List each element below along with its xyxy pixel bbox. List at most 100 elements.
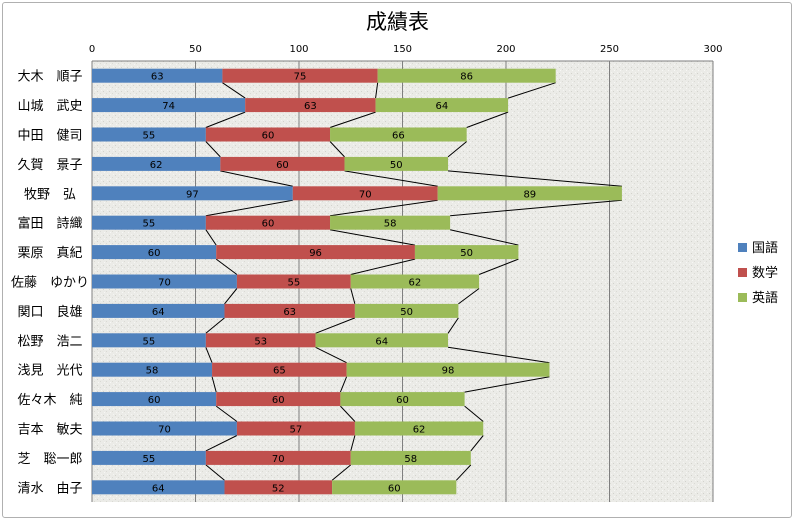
bar-segment <box>92 480 225 495</box>
data-label: 96 <box>309 248 322 259</box>
category-label: 中田 健司 <box>17 129 82 144</box>
series-line <box>205 317 225 334</box>
data-label: 62 <box>413 425 426 436</box>
data-label: 58 <box>384 219 397 230</box>
data-label: 58 <box>404 454 417 465</box>
category-label: 清水 由子 <box>17 481 82 496</box>
data-label: 66 <box>392 131 405 142</box>
bar-segment <box>354 421 484 436</box>
data-label: 64 <box>375 336 388 347</box>
legend-swatch <box>738 268 747 277</box>
data-label: 62 <box>150 160 163 171</box>
series-line <box>447 141 467 158</box>
series-line <box>329 141 345 158</box>
bar-segment <box>346 362 550 377</box>
category-label: 佐藤 ゆかり <box>11 276 89 291</box>
bar-segment <box>92 303 225 318</box>
data-label: 60 <box>148 395 161 406</box>
bar-segment <box>222 68 378 83</box>
bar-segment <box>236 421 355 436</box>
series-line <box>329 229 416 246</box>
series-line <box>350 288 356 305</box>
data-label: 64 <box>152 307 165 318</box>
series-line <box>344 170 438 187</box>
bar-segment <box>92 450 206 465</box>
data-label: 53 <box>254 336 267 347</box>
series-line <box>470 435 484 452</box>
category-label: 吉本 敏夫 <box>17 423 82 438</box>
bar-segment <box>205 127 331 142</box>
data-label: 55 <box>143 131 156 142</box>
bar-segment <box>92 421 237 436</box>
category-label: 関口 良雄 <box>17 304 82 320</box>
series-line <box>478 258 519 275</box>
data-label: 70 <box>272 454 285 465</box>
data-label: 55 <box>287 278 300 289</box>
bar-segment <box>377 68 556 83</box>
category-label: 松野 浩二 <box>17 334 82 349</box>
data-label: 65 <box>273 366 286 377</box>
data-label: 63 <box>304 101 317 112</box>
category-label: 浅見 光代 <box>17 364 82 379</box>
x-tick-label: 150 <box>393 44 412 55</box>
data-label: 89 <box>523 189 536 200</box>
category-label: 芝 聡一郎 <box>17 451 82 467</box>
bar-segment <box>354 303 459 318</box>
category-label: 山城 武史 <box>17 99 82 114</box>
bar-segment <box>224 303 355 318</box>
series-line <box>329 111 376 128</box>
series-line <box>315 317 356 334</box>
series-line <box>447 346 550 364</box>
category-label: 佐々木 純 <box>17 393 82 408</box>
bar-segment <box>212 362 347 377</box>
series-line <box>222 82 246 99</box>
data-label: 64 <box>152 483 165 494</box>
bar-segment <box>236 274 351 289</box>
series-line <box>464 376 550 393</box>
data-label: 70 <box>158 425 171 436</box>
bar-segment <box>350 274 480 289</box>
bar-segment <box>92 274 237 289</box>
series-line <box>215 405 238 422</box>
data-label: 60 <box>148 248 161 259</box>
bar-segment <box>414 245 519 260</box>
data-label: 86 <box>460 72 473 83</box>
data-label: 60 <box>388 483 401 494</box>
data-label: 60 <box>396 395 409 406</box>
bar-segment <box>92 333 206 348</box>
data-label: 98 <box>442 366 455 377</box>
bar-segment <box>92 186 293 201</box>
legend-label: 国語 <box>752 240 778 256</box>
bar-segment <box>216 392 341 407</box>
bar-segment <box>205 333 316 348</box>
bar-segment <box>350 450 471 465</box>
series-line <box>339 376 348 393</box>
data-label: 50 <box>390 160 403 171</box>
bar-segment <box>437 186 622 201</box>
x-tick-label: 100 <box>289 44 308 55</box>
data-label: 50 <box>400 307 413 318</box>
bar-segment <box>330 127 467 142</box>
x-tick-label: 50 <box>189 44 202 55</box>
bar-segment <box>92 68 223 83</box>
category-label: 牧野 弘 <box>24 187 76 202</box>
data-label: 55 <box>143 454 156 465</box>
series-line <box>211 376 217 393</box>
series-line <box>315 346 347 364</box>
category-label: 富田 詩織 <box>17 216 82 232</box>
bar-segment <box>315 333 449 348</box>
x-tick-label: 200 <box>496 44 515 55</box>
x-tick-label: 300 <box>703 44 722 55</box>
legend-swatch <box>738 293 747 302</box>
data-label: 57 <box>290 425 303 436</box>
x-tick-label: 0 <box>89 44 95 55</box>
series-line <box>466 111 509 128</box>
series-line <box>205 199 293 217</box>
series-line <box>455 464 472 481</box>
bar-segment <box>375 98 509 113</box>
x-tick-label: 250 <box>600 44 619 55</box>
series-line <box>331 464 352 481</box>
bar-segment <box>92 392 217 407</box>
data-label: 64 <box>435 101 448 112</box>
data-label: 60 <box>276 160 289 171</box>
